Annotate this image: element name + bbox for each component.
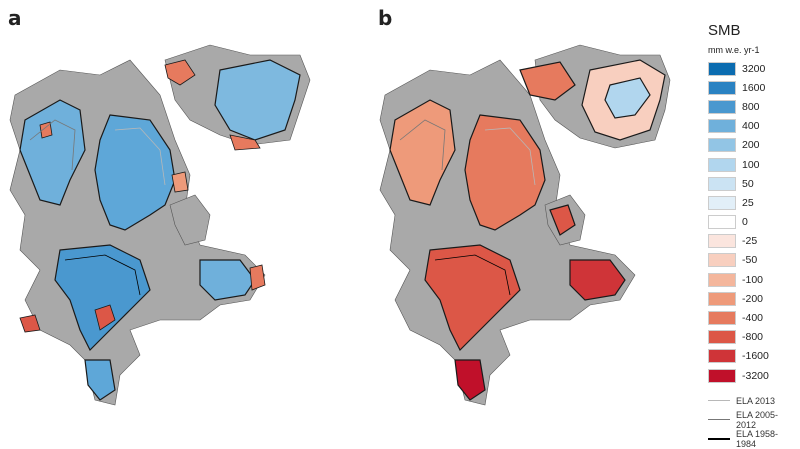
ela-lines-b	[399, 119, 536, 296]
legend-label: -400	[742, 312, 764, 325]
legend-swatch	[708, 157, 736, 172]
legend-item: 0	[708, 213, 798, 232]
legend-label: 0	[742, 216, 748, 229]
glacier-central-a	[94, 114, 176, 231]
legend-label: -800	[742, 331, 764, 344]
legend-item: -50	[708, 251, 798, 270]
ela-lines-a	[29, 119, 166, 296]
legend-item: 800	[708, 97, 798, 116]
ela-legend-item: ELA 1958-1984	[708, 428, 798, 449]
legend-label: -200	[742, 292, 764, 305]
legend-label: 3200	[742, 62, 766, 75]
legend-label: 1600	[742, 81, 766, 94]
legend-swatch	[708, 272, 736, 287]
legend-swatch	[708, 253, 736, 268]
legend-label: -1600	[742, 350, 769, 363]
glacier-ice-cap-core-b	[604, 77, 651, 119]
legend-swatch	[708, 291, 736, 306]
panel-label-a: a	[8, 6, 22, 30]
legend-swatch	[708, 215, 736, 230]
land-east-islands	[169, 194, 211, 246]
legend-label: 800	[742, 100, 760, 113]
legend-item: 3200	[708, 59, 798, 78]
legend-label: 400	[742, 120, 760, 133]
ablation-patches-a	[19, 59, 266, 333]
legend-item: -400	[708, 308, 798, 327]
legend-item: -200	[708, 289, 798, 308]
legend-swatch	[708, 330, 736, 345]
legend-swatch	[708, 80, 736, 95]
legend-label: -3200	[742, 369, 769, 382]
legend-swatch	[708, 349, 736, 364]
glacier-south-a	[54, 244, 151, 352]
ela-line-swatch	[708, 437, 730, 440]
legend-item: 100	[708, 155, 798, 174]
legend-swatch	[708, 311, 736, 326]
legend-item: 200	[708, 136, 798, 155]
ela-label: ELA 2013	[736, 395, 776, 406]
legend-item: 1600	[708, 78, 798, 97]
map-panel-a	[9, 44, 311, 406]
ela-line-swatch	[708, 419, 730, 421]
glacier-west-b	[389, 99, 456, 206]
legend-label: 50	[742, 177, 754, 190]
glacier-southern-tip-b	[454, 359, 486, 401]
glacier-smb-b	[389, 59, 666, 401]
legend-item: -800	[708, 328, 798, 347]
glacier-smb-a	[19, 59, 301, 401]
ela-label: ELA 1958-1984	[735, 428, 779, 449]
glacier-north-b	[519, 61, 576, 101]
legend-item: 50	[708, 174, 798, 193]
legend-item: 400	[708, 117, 798, 136]
glacier-west-a	[19, 99, 86, 206]
legend-swatch	[708, 176, 736, 191]
glacier-central-b	[464, 114, 546, 231]
legend-swatch	[708, 119, 736, 134]
legend-item: -25	[708, 232, 798, 251]
legend-item: 25	[708, 193, 798, 212]
legend-title: SMB	[708, 22, 741, 39]
legend-swatch	[708, 138, 736, 153]
glacier-south-b	[424, 244, 521, 352]
legend-swatch	[708, 368, 736, 383]
legend: SMB mm w.e. yr-1 3200 1600 800 400 200 100 50 2…	[708, 22, 798, 449]
legend-unit: mm w.e. yr-1	[708, 45, 760, 55]
map-panel-b	[379, 44, 671, 406]
panel-label-b: b	[378, 6, 393, 30]
ela-label: ELA 2005-2012	[735, 409, 779, 430]
legend-swatch	[708, 195, 736, 210]
glacier-east-island-b	[549, 204, 576, 236]
ela-legend-item: ELA 2005-2012	[708, 409, 798, 430]
legend-swatch	[708, 61, 736, 76]
ela-legend-item: ELA 2013	[708, 391, 798, 410]
legend-label: 25	[742, 196, 754, 209]
legend-item: -1600	[708, 347, 798, 366]
legend-label: 200	[742, 139, 760, 152]
glacier-east-a	[199, 259, 256, 301]
legend-items: 3200 1600 800 400 200 100 50 25 0 -25 -50 -100 -200 -…	[708, 59, 798, 385]
glacier-southern-tip-a	[84, 359, 116, 401]
legend-label: -50	[742, 254, 758, 267]
legend-label: -25	[742, 235, 758, 248]
legend-label: -100	[742, 273, 764, 286]
ela-line-swatch	[708, 400, 730, 402]
legend-label: 100	[742, 158, 760, 171]
glacier-ice-cap-a	[214, 59, 301, 141]
legend-swatch	[708, 234, 736, 249]
legend-swatch	[708, 99, 736, 114]
ela-legend: ELA 2013 ELA 2005-2012 ELA 1958-1984	[708, 391, 798, 449]
glacier-east-b	[569, 259, 626, 301]
legend-item: -3200	[708, 366, 798, 385]
legend-item: -100	[708, 270, 798, 289]
